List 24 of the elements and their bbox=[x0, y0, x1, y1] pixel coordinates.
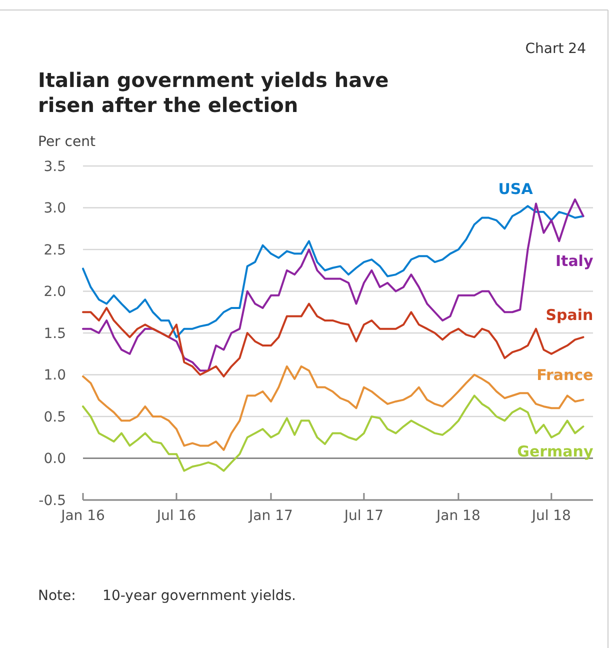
caption: Chart 24 bbox=[525, 41, 586, 57]
y-axis-title: Per cent bbox=[38, 134, 96, 150]
x-tick-label: Jan 18 bbox=[436, 508, 480, 524]
x-tick-label: Jul 17 bbox=[343, 508, 384, 524]
y-tick-label: 3.0 bbox=[44, 200, 66, 217]
x-tick-label: Jan 16 bbox=[60, 508, 106, 524]
series-label: France bbox=[536, 366, 594, 384]
text: Note: 10-year government yields. bbox=[38, 588, 296, 604]
chart-title: Italian government yields have risen after the election bbox=[38, 68, 389, 117]
y-tick-label: 1.5 bbox=[44, 326, 66, 342]
x-tick-label: Jan 17 bbox=[248, 508, 293, 524]
x-tick-label: Jul 18 bbox=[530, 508, 571, 524]
y-tick-label: 2.5 bbox=[44, 242, 66, 258]
series-label: Spain bbox=[546, 306, 594, 324]
x-tick-label: Jul 16 bbox=[156, 508, 196, 524]
y-tick-label: 3.5 bbox=[44, 158, 66, 175]
series-label: Italy bbox=[555, 252, 594, 270]
y-tick-label: 0.0 bbox=[44, 451, 66, 468]
y-tick-label: 1.0 bbox=[44, 368, 66, 384]
y-tick-label: -0.5 bbox=[38, 492, 66, 509]
series-label: Germany bbox=[517, 442, 594, 461]
series-label: USA bbox=[498, 180, 534, 198]
y-tick-label: 2.0 bbox=[44, 284, 66, 300]
y-tick-label: 0.5 bbox=[44, 409, 66, 426]
